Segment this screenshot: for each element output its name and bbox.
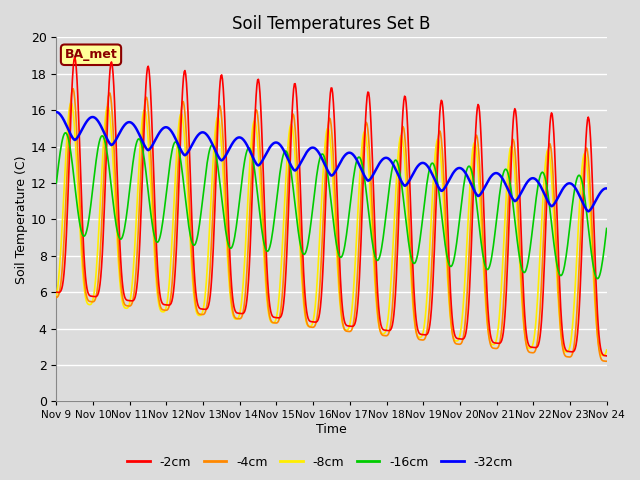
-16cm [61, 130, 69, 136]
-16cm [120, 229, 127, 235]
-8cm [176, 115, 184, 121]
-32cm [175, 143, 182, 149]
-4cm [176, 130, 184, 136]
-16cm [205, 151, 212, 157]
-8cm [600, 353, 607, 359]
-2cm [603, 353, 611, 359]
-2cm [176, 161, 184, 167]
Text: BA_met: BA_met [65, 48, 117, 61]
Line: -32cm: -32cm [56, 112, 607, 211]
-16cm [52, 180, 60, 186]
-4cm [69, 86, 77, 92]
-32cm [399, 180, 406, 186]
-32cm [119, 124, 127, 130]
-8cm [120, 303, 127, 309]
Legend: -2cm, -4cm, -8cm, -16cm, -32cm: -2cm, -4cm, -8cm, -16cm, -32cm [122, 451, 518, 474]
-2cm [205, 302, 212, 308]
-16cm [399, 193, 407, 199]
-2cm [120, 290, 127, 296]
-8cm [52, 292, 60, 298]
Line: -8cm: -8cm [56, 103, 607, 356]
-32cm [63, 122, 70, 128]
-8cm [67, 100, 75, 106]
-32cm [584, 208, 592, 214]
-4cm [399, 124, 407, 130]
-4cm [415, 336, 423, 342]
-16cm [603, 226, 611, 231]
-4cm [602, 359, 610, 364]
-8cm [63, 144, 70, 150]
-8cm [603, 347, 611, 353]
Line: -2cm: -2cm [56, 58, 607, 356]
-4cm [63, 188, 70, 193]
-4cm [120, 300, 127, 305]
-16cm [63, 132, 71, 138]
-8cm [399, 140, 407, 146]
Title: Soil Temperatures Set B: Soil Temperatures Set B [232, 15, 431, 33]
X-axis label: Time: Time [316, 423, 347, 436]
-32cm [204, 133, 212, 139]
Y-axis label: Soil Temperature (C): Soil Temperature (C) [15, 155, 28, 284]
-32cm [415, 163, 422, 168]
-2cm [63, 233, 70, 239]
-8cm [205, 241, 212, 247]
-2cm [71, 55, 79, 60]
-16cm [176, 151, 184, 156]
-32cm [603, 186, 611, 192]
-4cm [603, 359, 611, 364]
-8cm [415, 335, 423, 340]
Line: -4cm: -4cm [56, 89, 607, 361]
-32cm [52, 109, 60, 115]
-16cm [594, 276, 602, 282]
-4cm [52, 295, 60, 300]
-2cm [399, 107, 407, 112]
-4cm [205, 287, 212, 292]
-2cm [415, 330, 423, 336]
-16cm [415, 243, 423, 249]
Line: -16cm: -16cm [56, 133, 607, 279]
-2cm [52, 289, 60, 295]
